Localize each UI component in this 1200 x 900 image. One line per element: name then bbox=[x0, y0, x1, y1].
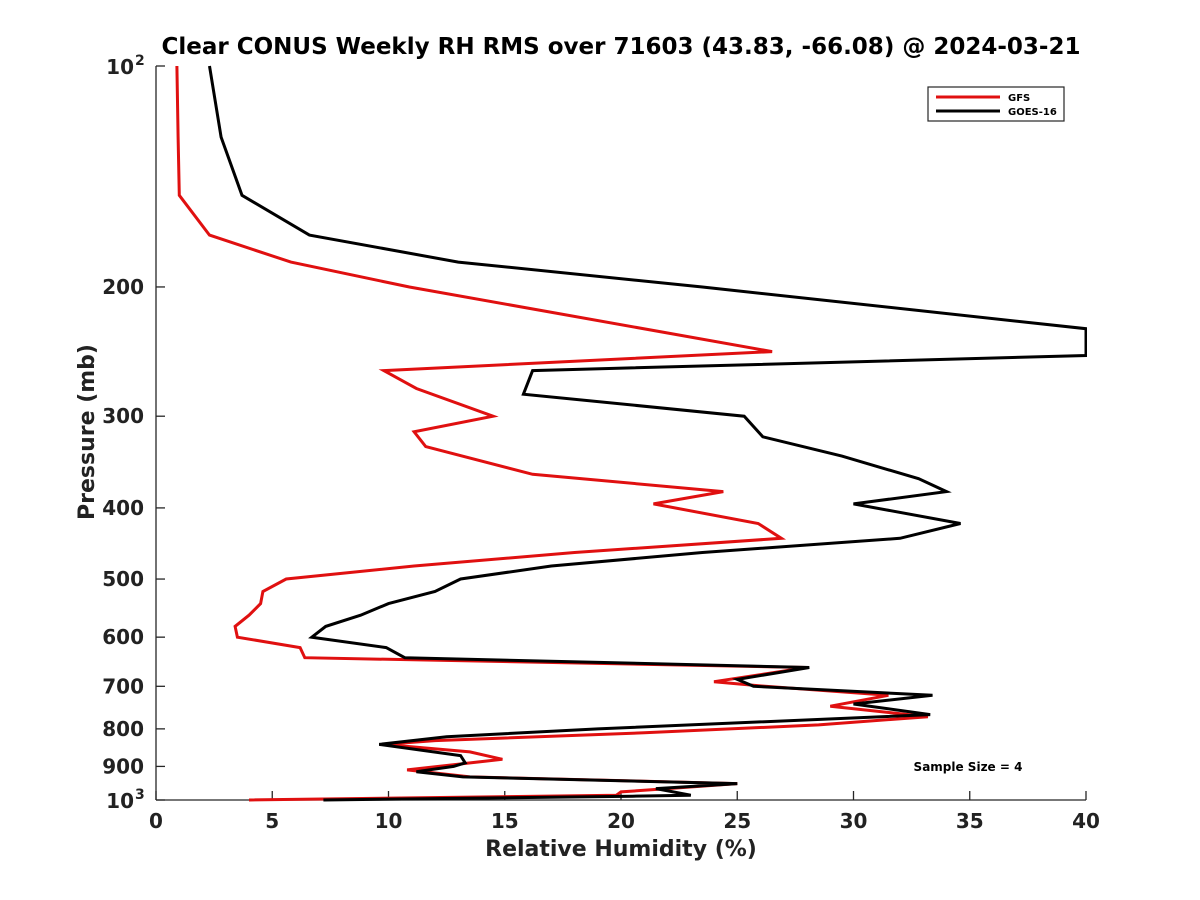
sample-size-annotation: Sample Size = 4 bbox=[914, 760, 1023, 774]
y-tick-label: 200 bbox=[102, 275, 144, 299]
y-tick-label: 700 bbox=[102, 674, 144, 698]
y-tick-label: 800 bbox=[102, 717, 144, 741]
x-tick-label: 15 bbox=[491, 809, 519, 833]
x-tick-label: 40 bbox=[1072, 809, 1100, 833]
legend-entry: GOES-16 bbox=[1008, 107, 1057, 118]
chart-title: Clear CONUS Weekly RH RMS over 71603 (43… bbox=[162, 34, 1081, 60]
y-tick-label: 500 bbox=[102, 567, 144, 591]
x-tick-label: 20 bbox=[607, 809, 635, 833]
y-tick-label: 300 bbox=[102, 404, 144, 428]
x-tick-label: 10 bbox=[375, 809, 403, 833]
series-line-goes-16 bbox=[208, 65, 1087, 802]
y-tick-label: 10 bbox=[106, 55, 134, 79]
y-tick-label: 10 bbox=[106, 789, 134, 813]
x-tick-label: 25 bbox=[723, 809, 751, 833]
x-tick-label: 5 bbox=[265, 809, 279, 833]
legend-box bbox=[927, 86, 1065, 122]
legend: GFS GOES-16 bbox=[927, 86, 1065, 122]
x-tick-label: 0 bbox=[149, 809, 163, 833]
y-tick-exponent: 2 bbox=[135, 53, 145, 69]
x-tick-label: 30 bbox=[840, 809, 868, 833]
y-tick-label: 600 bbox=[102, 625, 144, 649]
y-tick-exponent: 3 bbox=[135, 787, 145, 803]
legend-entry: GFS bbox=[1008, 93, 1030, 104]
x-axis-title: Relative Humidity (%) bbox=[485, 837, 757, 862]
series-line-gfs bbox=[175, 65, 929, 802]
x-tick-label: 35 bbox=[956, 809, 984, 833]
y-tick-label: 900 bbox=[102, 754, 144, 778]
y-tick-label: 400 bbox=[102, 496, 144, 520]
y-axis-title: Pressure (mb) bbox=[75, 344, 100, 520]
